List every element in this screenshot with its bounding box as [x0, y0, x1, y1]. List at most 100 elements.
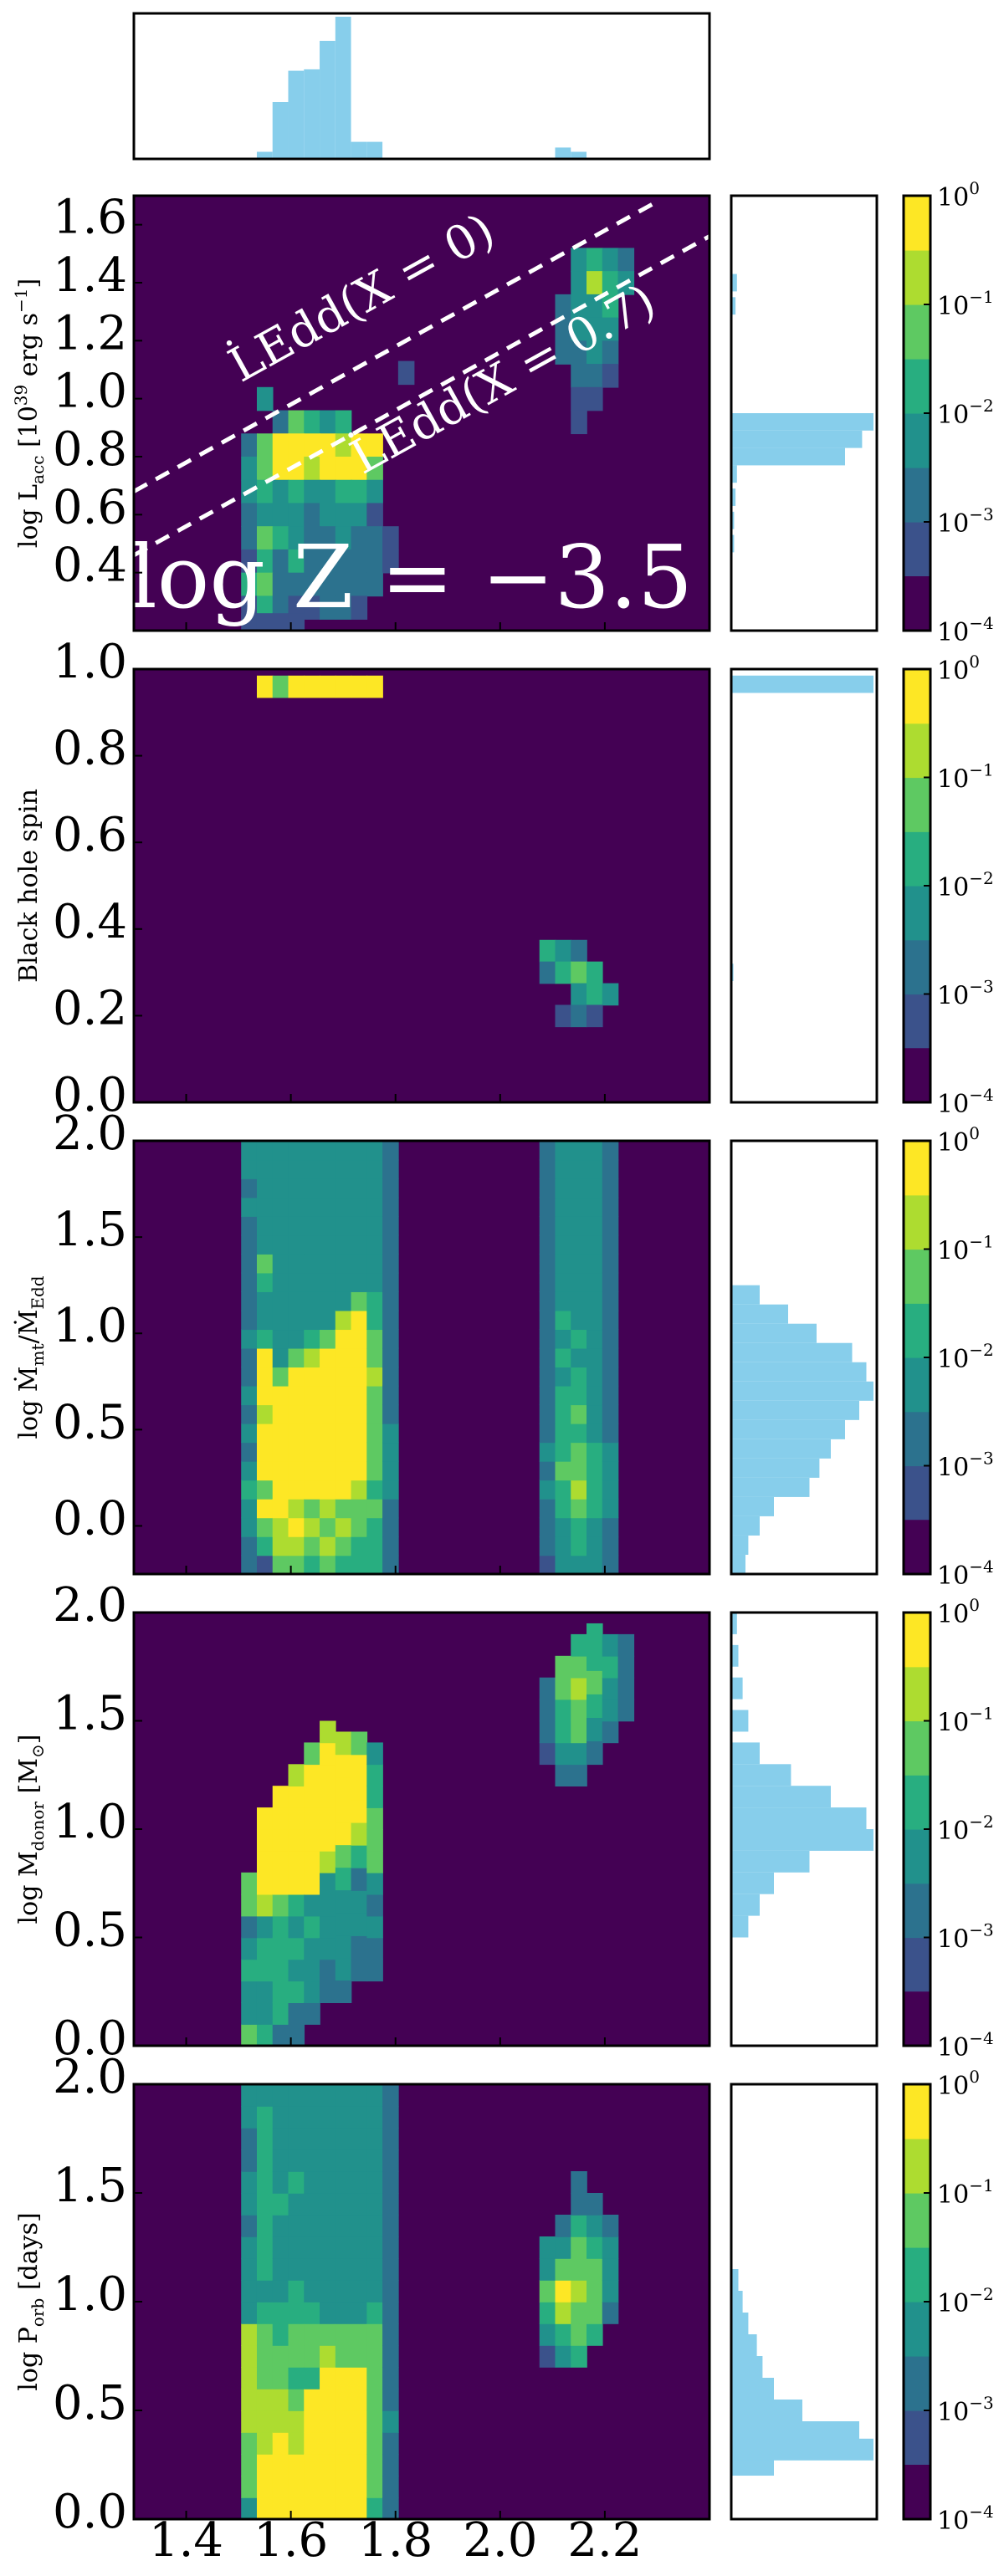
heatmap-cell: [320, 2280, 336, 2303]
heatmap-cell: [366, 1404, 383, 1424]
y-tick-label: 0.4: [53, 539, 127, 593]
heatmap-cell: [304, 1786, 320, 1808]
colorbar-tick-base: 10: [937, 1128, 969, 1158]
heatmap-cell: [304, 2345, 320, 2368]
y-axis-label-part: log P: [14, 2327, 44, 2391]
heatmap-cell: [272, 1385, 289, 1406]
colorbar-tick-exp: −2: [969, 396, 993, 416]
heatmap-cell: [382, 2193, 399, 2216]
heatmap-cell: [288, 2024, 305, 2046]
heatmap-cell: [555, 1178, 572, 1199]
colorbar-tick-base: 10: [937, 765, 969, 795]
heatmap-cell: [366, 2345, 383, 2368]
heatmap-cell: [241, 1894, 258, 1917]
heatmap-cell: [272, 1480, 289, 1500]
heatmap-cell: [539, 1141, 556, 1161]
heatmap-cell: [304, 1291, 320, 1311]
y-axis-label-part: acc: [28, 456, 48, 484]
y-tick-label: 0.0: [53, 1068, 127, 1122]
y-tick-label: 2.0: [53, 1107, 127, 1161]
colorbar-segment: [904, 831, 930, 887]
heatmap-cell: [335, 572, 352, 597]
heatmap-cell: [335, 2345, 352, 2368]
heatmap-cells: [256, 675, 619, 1028]
heatmap-cell: [288, 1159, 305, 1179]
heatmap-cell: [366, 2236, 383, 2259]
heatmap-cell: [320, 1197, 336, 1217]
heatmap-cell: [587, 1498, 603, 1519]
heatmap-cell: [241, 1423, 258, 1444]
heatmap-cell: [539, 1517, 556, 1537]
colorbar-tick-base: 10: [937, 2072, 969, 2101]
heatmap-cell: [351, 1844, 368, 1868]
heatmap-cell: [366, 2128, 383, 2150]
heatmap-cell: [288, 572, 305, 597]
colorbar-tick-label: 10−2: [937, 396, 994, 430]
colorbar-tick-exp: −4: [969, 613, 993, 633]
heatmap-cell: [382, 2323, 399, 2346]
heatmap-cell: [304, 1937, 320, 1960]
heatmap-cell: [304, 2258, 320, 2281]
colorbar-tick-exp: −1: [969, 760, 993, 780]
heatmap-cell: [555, 1310, 572, 1331]
heatmap-cell: [351, 1367, 368, 1387]
heatmap-cell: [366, 1915, 383, 1939]
heatmap-cell: [288, 1141, 305, 1161]
heatmap-cell: [382, 2432, 399, 2455]
heatmap-cell: [320, 1329, 336, 1349]
histogram-bar: [731, 2313, 749, 2334]
heatmap-cell: [602, 1367, 619, 1387]
heatmap-cell: [555, 961, 572, 984]
heatmap-cell: [571, 271, 587, 295]
heatmap-cell: [256, 675, 274, 698]
heatmap-cell: [335, 2084, 352, 2107]
heatmap-cell: [320, 526, 336, 550]
heatmap-cell: [272, 1347, 289, 1368]
colorbar-tick-label: 10−3: [937, 504, 994, 539]
x-axis-label-part: log M: [338, 2573, 411, 2576]
heatmap-cell: [288, 1423, 305, 1444]
heatmap-cell: [539, 1460, 556, 1481]
heatmap-cell: [241, 1347, 258, 1368]
heatmap-cell: [241, 2432, 258, 2455]
heatmap-cell: [571, 1460, 587, 1481]
heatmap-cell: [602, 1234, 619, 1255]
colorbar-segment: [904, 1937, 930, 1992]
heatmap-cell: [335, 1423, 352, 1444]
heatmap-cell: [382, 1536, 399, 1556]
heatmap-cell: [335, 2323, 352, 2346]
colorbar-tick-exp: 0: [969, 652, 980, 672]
heatmap-cell: [587, 1623, 603, 1648]
heatmap-cell: [382, 1197, 399, 1217]
heatmap-cell: [288, 2002, 305, 2025]
heatmap-cell: [366, 1254, 383, 1274]
heatmap-cell: [304, 1764, 320, 1786]
heatmap-cell: [555, 1764, 572, 1786]
colorbar-tick-exp: −1: [969, 1704, 993, 1724]
heatmap-cell: [382, 2476, 399, 2498]
y-axis-label-part: donor: [28, 1802, 48, 1852]
heatmap-cell: [320, 2367, 336, 2389]
heatmap-panel-1: L̇Edd(X = 0)L̇Edd(X = 0.7)log Z = −3.50.…: [11, 178, 994, 647]
heatmap-cell: [272, 526, 289, 550]
heatmap-cell: [256, 457, 274, 481]
heatmap-cell: [351, 2454, 368, 2476]
heatmap-cell: [241, 1310, 258, 1331]
heatmap-cell: [366, 479, 383, 504]
heatmap-cell: [272, 2215, 289, 2237]
heatmap-cell: [288, 1807, 305, 1830]
colorbar-segment: [904, 1357, 930, 1413]
heatmap-cell: [272, 2302, 289, 2324]
colorbar-segment: [904, 723, 930, 779]
heatmap-cell: [335, 2149, 352, 2172]
heatmap-cell: [539, 1254, 556, 1274]
heatmap-cell: [539, 1272, 556, 1292]
heatmap-cell: [288, 1254, 305, 1274]
y-axis-label-part: erg s: [14, 313, 44, 385]
heatmap-cell: [351, 1159, 368, 1179]
heatmap-cell: [256, 549, 274, 574]
heatmap-cell: [256, 1442, 274, 1462]
heatmap-cell: [241, 2193, 258, 2216]
